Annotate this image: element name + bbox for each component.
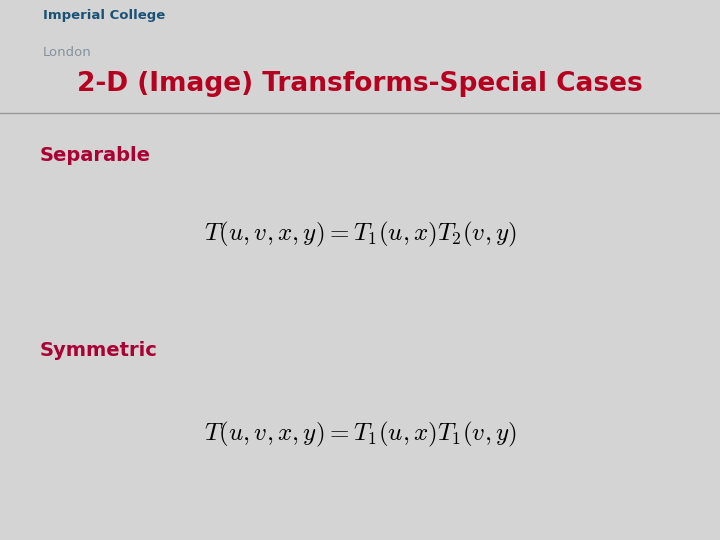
Text: Imperial College: Imperial College [43, 9, 166, 22]
Text: 2-D (Image) Transforms-Special Cases: 2-D (Image) Transforms-Special Cases [77, 71, 643, 97]
Text: $T(u,v,x,y) = T_1(u,x)T_1(v,y)$: $T(u,v,x,y) = T_1(u,x)T_1(v,y)$ [204, 420, 516, 449]
Text: Symmetric: Symmetric [40, 341, 158, 360]
Text: Separable: Separable [40, 146, 150, 165]
Text: London: London [43, 46, 92, 59]
Text: $T(u,v,x,y) = T_1(u,x)T_2(v,y)$: $T(u,v,x,y) = T_1(u,x)T_2(v,y)$ [204, 220, 516, 249]
